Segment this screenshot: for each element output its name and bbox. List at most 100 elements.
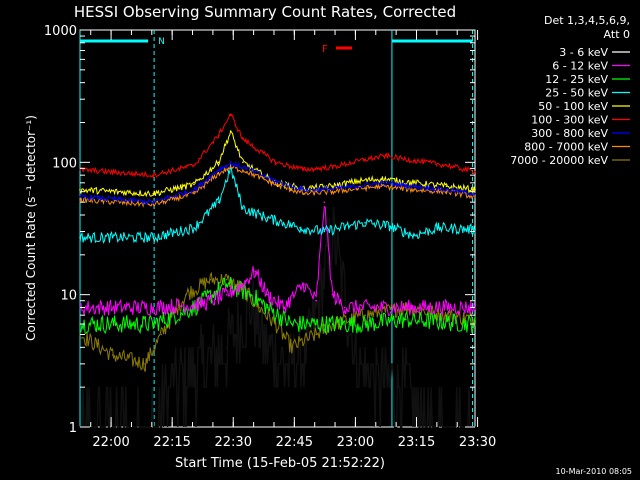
data-point xyxy=(217,201,220,203)
legend-label: 25 - 50 keV xyxy=(545,87,608,100)
data-point xyxy=(193,189,195,191)
data-point xyxy=(111,354,114,356)
data-point xyxy=(193,192,195,195)
data-point xyxy=(405,386,407,389)
legend-label: 800 - 7000 keV xyxy=(524,141,608,154)
legend-label: 12 - 25 keV xyxy=(545,73,608,86)
data-point xyxy=(79,189,81,191)
data-point xyxy=(79,236,81,239)
x-tick-label: 23:30 xyxy=(459,435,496,450)
data-point xyxy=(299,227,301,229)
data-point xyxy=(331,190,334,193)
data-point xyxy=(152,192,155,195)
series-line xyxy=(80,206,475,428)
series-line xyxy=(79,163,476,244)
data-point xyxy=(331,166,334,168)
series-line xyxy=(79,113,476,179)
data-point xyxy=(356,180,358,182)
x-axis-label: Start Time (15-Feb-05 21:52:22) xyxy=(175,456,385,471)
data-point xyxy=(388,225,391,227)
data-point xyxy=(356,188,358,190)
data-point xyxy=(201,363,203,365)
data-point xyxy=(229,166,232,168)
data-point xyxy=(356,185,358,187)
data-point xyxy=(331,188,334,190)
series-300-800kev xyxy=(79,159,476,206)
data-point xyxy=(266,306,269,309)
data-point xyxy=(331,323,334,325)
data-point xyxy=(266,346,269,349)
data-point xyxy=(384,155,387,157)
data-point xyxy=(282,363,285,365)
data-point xyxy=(282,306,285,309)
data-point xyxy=(274,183,277,186)
data-point xyxy=(209,278,212,281)
data-point xyxy=(474,192,476,195)
data-point xyxy=(364,314,366,317)
data-point xyxy=(225,283,228,286)
series-100-300kev xyxy=(79,113,476,179)
series-layer xyxy=(79,113,476,428)
data-point xyxy=(229,131,232,133)
night-flag-label: N xyxy=(158,37,165,47)
data-point xyxy=(79,195,81,198)
data-point xyxy=(380,178,383,180)
data-point xyxy=(217,161,220,164)
y-tick-label: 10 xyxy=(60,289,77,304)
data-point xyxy=(405,318,407,321)
y-tick-label: 1 xyxy=(69,421,77,436)
data-point xyxy=(274,161,277,164)
data-point xyxy=(152,203,155,206)
data-point xyxy=(315,333,318,336)
x-tick-label: 23:00 xyxy=(337,435,374,450)
data-point xyxy=(201,303,203,305)
data-point xyxy=(291,346,293,349)
data-point xyxy=(152,201,155,203)
y-tick-label: 1000 xyxy=(44,24,77,39)
data-point xyxy=(229,113,232,116)
data-point xyxy=(445,190,448,193)
data-point xyxy=(437,227,440,229)
x-tick-label: 22:30 xyxy=(215,435,252,450)
data-point xyxy=(242,207,244,209)
data-point xyxy=(160,333,163,336)
data-point xyxy=(380,182,383,184)
data-point xyxy=(144,363,146,365)
data-point xyxy=(152,236,155,239)
data-point xyxy=(225,278,228,281)
legend-label: 6 - 12 keV xyxy=(552,60,608,73)
legend-label: 50 - 100 keV xyxy=(538,100,608,113)
data-point xyxy=(303,192,305,195)
legend-header-attenuator: Att 0 xyxy=(604,28,630,41)
data-point xyxy=(217,172,220,175)
data-point xyxy=(413,159,415,162)
data-point xyxy=(303,283,305,286)
data-point xyxy=(266,217,269,219)
data-point xyxy=(405,306,407,309)
y-tick-label: 100 xyxy=(52,156,77,171)
data-point xyxy=(364,221,366,224)
data-point xyxy=(168,386,171,389)
data-point xyxy=(225,346,228,349)
data-point xyxy=(193,164,195,167)
data-point xyxy=(343,293,346,296)
series-25-50kev xyxy=(79,163,476,244)
x-tick-label: 23:15 xyxy=(398,435,435,450)
series-line xyxy=(79,129,476,198)
data-point xyxy=(348,225,350,227)
data-point xyxy=(246,167,248,170)
data-point xyxy=(413,234,415,237)
data-point xyxy=(242,138,244,140)
data-point xyxy=(242,283,244,286)
axis-layer: 1 10 100 1000 22:00 22:15 22:30 22:45 23:00 23:15… xyxy=(44,24,496,450)
data-point xyxy=(356,363,358,365)
data-point xyxy=(229,162,232,165)
data-point xyxy=(291,323,293,325)
x-tick-label: 22:45 xyxy=(276,435,313,450)
series-50-100kev xyxy=(79,129,476,198)
data-point xyxy=(319,293,322,296)
data-point xyxy=(274,180,277,182)
